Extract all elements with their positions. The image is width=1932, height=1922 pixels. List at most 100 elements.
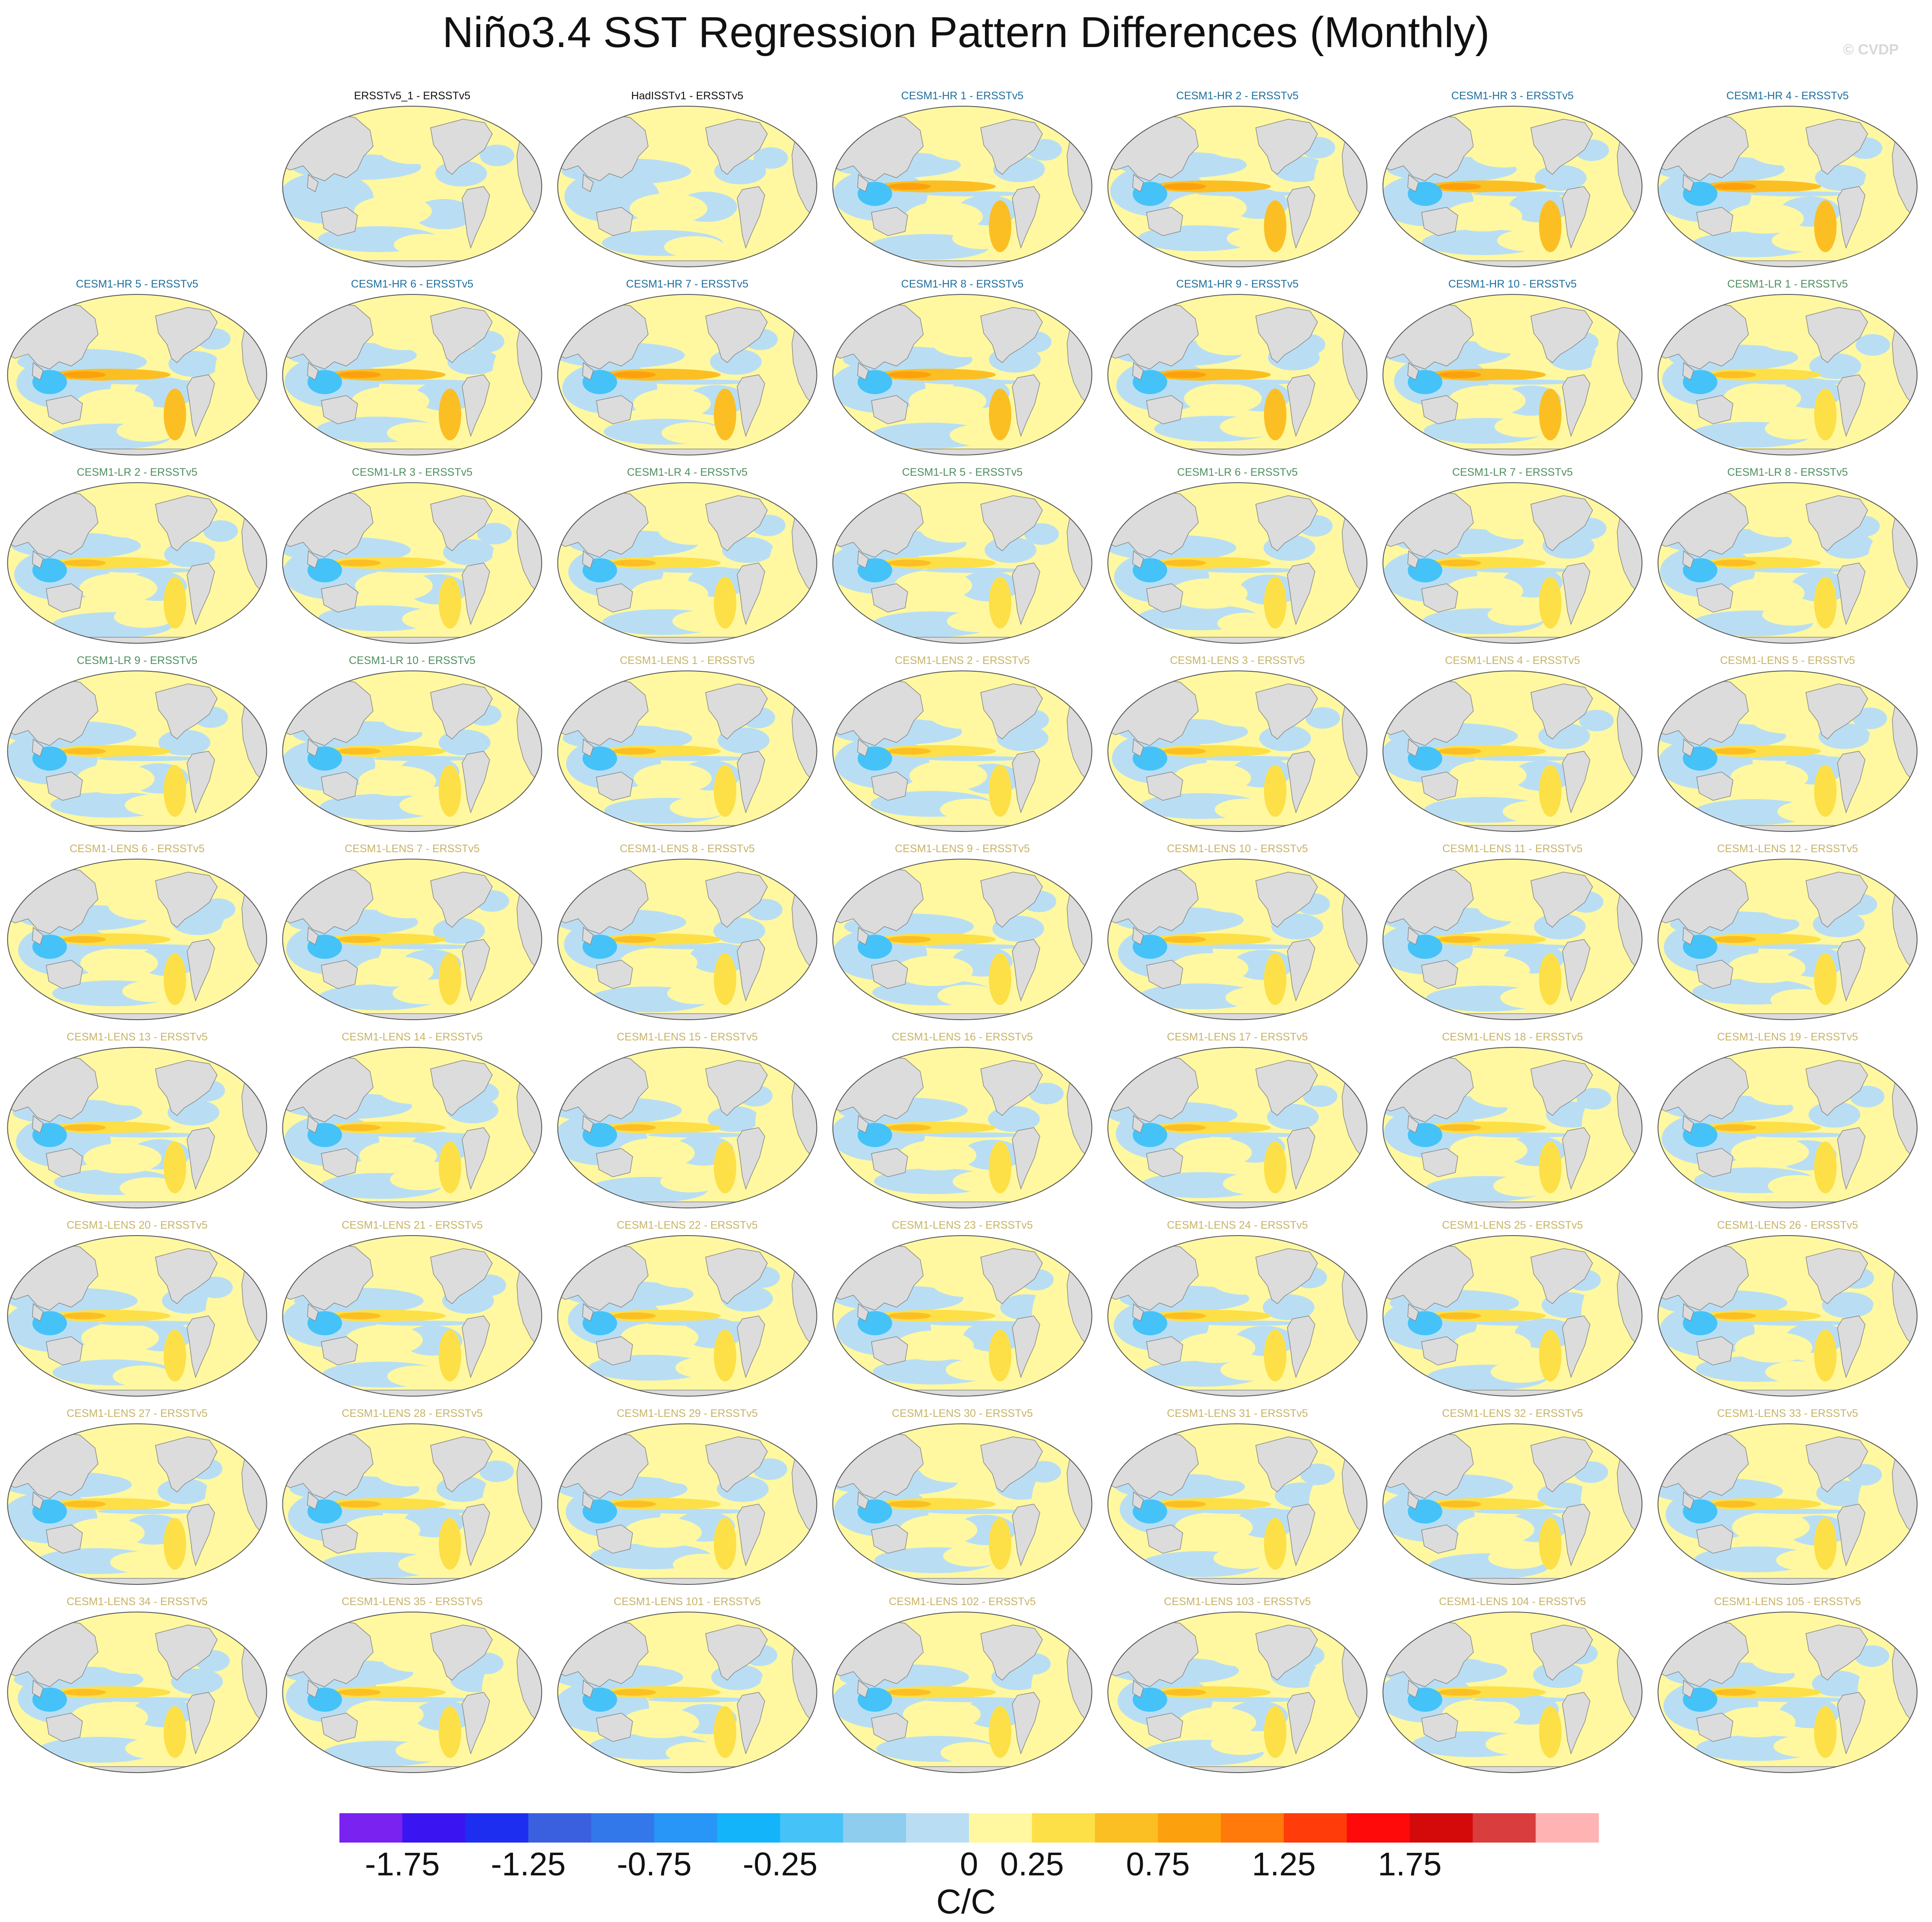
land-mass [1865, 108, 1891, 123]
anomaly-region [70, 1702, 148, 1732]
map-panel: CESM1-LENS 16 - ERSSTv5 [832, 1031, 1093, 1208]
land-mass [737, 186, 765, 249]
land-mass [32, 738, 44, 757]
anomaly-region [1745, 1447, 1814, 1477]
anomaly-region [899, 1140, 976, 1170]
colorbar-tick-label: 1.75 [1378, 1846, 1442, 1883]
anomaly-region [1469, 1077, 1538, 1107]
land-mass [596, 583, 633, 613]
anomaly-region [387, 422, 447, 444]
anomaly-region [714, 1141, 736, 1193]
anomaly-region [1300, 1464, 1335, 1485]
map-outline [557, 294, 817, 455]
map-outline [7, 859, 267, 1020]
anomaly-region [1608, 602, 1642, 628]
land-mass [1012, 1692, 1040, 1755]
land-mass [1040, 673, 1066, 688]
land-mass [1590, 108, 1616, 123]
panel-title: HadISSTv1 - ERSSTv5 [631, 90, 744, 102]
anomaly-region [1041, 531, 1076, 591]
anomaly-region [117, 420, 177, 442]
map-outline [1107, 1047, 1368, 1208]
map-outline [7, 1235, 267, 1397]
anomaly-region [439, 1518, 461, 1570]
map-panel: CESM1-LENS 3 - ERSSTv5 [1107, 654, 1368, 832]
anomaly-region [97, 756, 201, 761]
land-mass [980, 1436, 1043, 1493]
land-mass [737, 563, 765, 626]
anomaly-region [621, 1708, 699, 1738]
anomaly-region [215, 529, 249, 590]
land-mass [1255, 872, 1318, 928]
land-mass [1040, 108, 1066, 123]
land-mass [307, 1679, 319, 1698]
land-mass [1012, 374, 1040, 437]
land-mass [307, 174, 319, 193]
panel-title: CESM1-HR 9 - ERSSTv5 [1176, 278, 1299, 290]
land-mass [1315, 1050, 1341, 1064]
land-mass [1421, 1524, 1458, 1554]
land-mass [1530, 1436, 1593, 1493]
land-mass [1865, 485, 1891, 499]
map-outline [1657, 670, 1918, 832]
panel-title: CESM1-LENS 24 - ERSSTv5 [1167, 1219, 1308, 1231]
anomaly-region [922, 944, 1026, 949]
anomaly-region [1762, 604, 1823, 626]
map-panel: CESM1-LR 6 - ERSSTv5 [1107, 466, 1368, 644]
anomaly-region [201, 898, 235, 920]
map-body [1108, 106, 1367, 267]
land-mass [737, 1315, 765, 1378]
anomaly-region [1732, 1512, 1810, 1542]
land-mass [1421, 1148, 1458, 1177]
anomaly-region [235, 782, 267, 808]
land-mass [1012, 939, 1040, 1002]
anomaly-region [1748, 191, 1851, 196]
land-mass [1287, 186, 1315, 249]
map-outline [7, 482, 267, 644]
land-mass [705, 495, 768, 552]
anomaly-region [1202, 511, 1271, 541]
anomaly-region [390, 1169, 450, 1190]
land-mass [490, 1238, 516, 1252]
anomaly-region [940, 799, 1001, 820]
anomaly-region [352, 386, 429, 417]
anomaly-region [888, 183, 931, 190]
land-mass [871, 1713, 908, 1742]
anomaly-region [888, 1312, 931, 1319]
anomaly-region [1577, 1088, 1611, 1110]
panel-title: CESM1-LENS 14 - ERSSTv5 [342, 1031, 483, 1043]
map-panel: CESM1-LENS 13 - ERSSTv5 [7, 1031, 267, 1208]
anomaly-region [1199, 882, 1268, 913]
anomaly-region [1886, 1730, 1917, 1756]
anomaly-region [776, 1346, 815, 1372]
anomaly-region [358, 766, 436, 796]
map-panel: CESM1-HR 2 - ERSSTv5 [1107, 90, 1368, 267]
anomaly-region [1215, 799, 1275, 820]
land-mass [462, 1692, 490, 1755]
map-panel: CESM1-LENS 20 - ERSSTv5 [7, 1219, 267, 1397]
anomaly-region [1062, 1353, 1092, 1379]
anomaly-region [164, 389, 186, 440]
anomaly-region [1745, 507, 1815, 537]
panel-title: CESM1-HR 8 - ERSSTv5 [901, 278, 1023, 290]
anomaly-region [1201, 1451, 1270, 1481]
anomaly-region [372, 1132, 476, 1138]
anomaly-region [1473, 1697, 1576, 1702]
land-mass [321, 583, 358, 613]
anomaly-region [647, 944, 751, 949]
map-panel-grid: ERSSTv5_1 - ERSSTv5 HadISSTv1 - ERSSTv5 CE… [7, 90, 1918, 1773]
anomaly-region [355, 571, 433, 601]
anomaly-region [97, 944, 201, 949]
panel-title: CESM1-LENS 17 - ERSSTv5 [1167, 1031, 1308, 1043]
anomaly-region [1485, 1733, 1546, 1755]
land-mass [1040, 1050, 1066, 1064]
anomaly-region [516, 412, 542, 438]
land-mass [187, 751, 215, 814]
anomaly-region [338, 560, 381, 566]
colorbar-tick-label: -0.25 [743, 1846, 817, 1883]
map-outline [557, 670, 817, 832]
anomaly-region [439, 1330, 461, 1381]
land-mass [1287, 1692, 1315, 1755]
anomaly-region [633, 389, 711, 419]
anomaly-region [1163, 560, 1206, 566]
